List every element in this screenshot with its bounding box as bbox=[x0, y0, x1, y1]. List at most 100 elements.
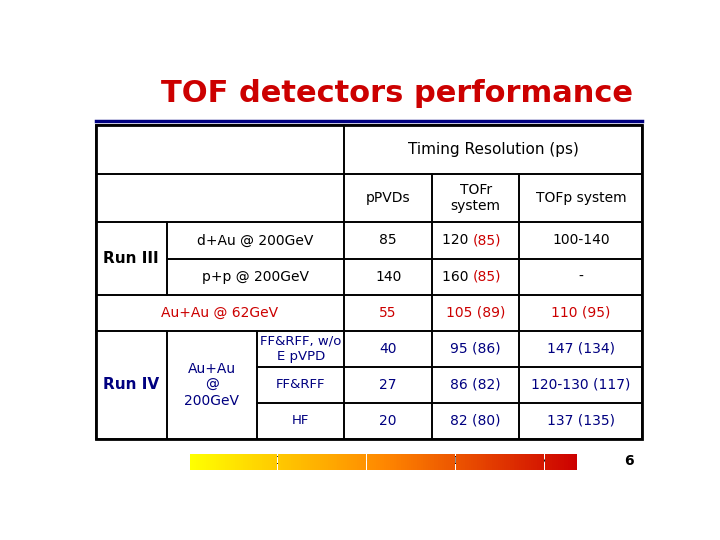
Bar bbox=[240, 454, 243, 470]
Bar bbox=[450, 454, 451, 470]
Bar bbox=[415, 454, 417, 470]
Bar bbox=[506, 454, 508, 470]
Bar bbox=[276, 454, 277, 470]
Bar bbox=[277, 454, 279, 470]
Bar bbox=[457, 454, 459, 470]
Bar bbox=[533, 454, 535, 470]
Text: -: - bbox=[578, 269, 583, 284]
Bar bbox=[432, 174, 519, 222]
Bar bbox=[308, 454, 310, 470]
Bar bbox=[423, 454, 425, 470]
Bar bbox=[363, 454, 364, 470]
Bar bbox=[271, 454, 274, 470]
Bar bbox=[521, 454, 523, 470]
Bar bbox=[333, 454, 336, 470]
Bar bbox=[498, 454, 500, 470]
Bar bbox=[345, 454, 347, 470]
Bar bbox=[546, 454, 549, 470]
Bar bbox=[432, 454, 434, 470]
Bar bbox=[432, 295, 519, 330]
Bar bbox=[202, 454, 204, 470]
Bar bbox=[212, 454, 214, 470]
Bar bbox=[438, 454, 440, 470]
Bar bbox=[260, 454, 262, 470]
Bar bbox=[525, 454, 527, 470]
Bar bbox=[208, 454, 210, 470]
Bar bbox=[166, 330, 257, 439]
Bar bbox=[361, 454, 363, 470]
Bar bbox=[527, 454, 529, 470]
Bar bbox=[440, 454, 442, 470]
Bar bbox=[254, 454, 256, 470]
Bar bbox=[96, 295, 344, 330]
Bar bbox=[344, 125, 642, 174]
Bar bbox=[403, 454, 405, 470]
Bar bbox=[463, 454, 465, 470]
Bar bbox=[432, 403, 519, 439]
Bar bbox=[339, 454, 341, 470]
Bar bbox=[394, 454, 395, 470]
Bar bbox=[575, 454, 577, 470]
Bar bbox=[200, 454, 202, 470]
Bar bbox=[543, 454, 544, 470]
Bar bbox=[436, 454, 438, 470]
Bar bbox=[344, 259, 432, 295]
Bar bbox=[386, 454, 388, 470]
Bar bbox=[380, 454, 382, 470]
Bar bbox=[225, 454, 228, 470]
Bar bbox=[413, 454, 415, 470]
Bar bbox=[295, 454, 297, 470]
Text: 82 (80): 82 (80) bbox=[451, 414, 501, 428]
Bar bbox=[366, 454, 369, 470]
Text: 40: 40 bbox=[379, 342, 397, 356]
Bar bbox=[519, 174, 642, 222]
Bar bbox=[190, 454, 192, 470]
Bar bbox=[407, 454, 409, 470]
Bar bbox=[519, 330, 642, 367]
Bar bbox=[318, 454, 320, 470]
Bar bbox=[347, 454, 349, 470]
Bar bbox=[378, 454, 380, 470]
Text: 6: 6 bbox=[624, 454, 634, 468]
Bar bbox=[448, 454, 450, 470]
Text: (85): (85) bbox=[473, 269, 501, 284]
Bar bbox=[405, 454, 407, 470]
Bar bbox=[305, 454, 307, 470]
Bar bbox=[274, 454, 276, 470]
Text: HF: HF bbox=[292, 415, 310, 428]
Text: 95 (86): 95 (86) bbox=[450, 342, 501, 356]
Bar bbox=[456, 454, 457, 470]
Bar bbox=[519, 367, 642, 403]
Bar bbox=[282, 454, 283, 470]
Bar bbox=[369, 454, 370, 470]
Bar bbox=[512, 454, 513, 470]
Bar bbox=[562, 454, 564, 470]
Text: TOF detectors performance: TOF detectors performance bbox=[161, 79, 633, 109]
Bar bbox=[519, 295, 642, 330]
Text: p+p @ 200GeV: p+p @ 200GeV bbox=[202, 269, 309, 284]
Text: 86 (82): 86 (82) bbox=[450, 378, 501, 392]
Bar bbox=[420, 454, 423, 470]
Bar bbox=[465, 454, 467, 470]
Bar bbox=[481, 454, 482, 470]
Bar bbox=[237, 454, 239, 470]
Bar bbox=[320, 454, 322, 470]
Text: 27: 27 bbox=[379, 378, 397, 392]
Bar bbox=[256, 454, 258, 470]
Bar bbox=[279, 454, 282, 470]
Text: 120-130 (117): 120-130 (117) bbox=[531, 378, 631, 392]
Bar bbox=[535, 454, 536, 470]
Bar bbox=[355, 454, 357, 470]
Text: 137 (135): 137 (135) bbox=[547, 414, 615, 428]
Bar bbox=[392, 454, 394, 470]
Bar bbox=[257, 403, 344, 439]
Bar bbox=[504, 454, 505, 470]
Bar bbox=[384, 454, 386, 470]
Bar bbox=[475, 454, 477, 470]
Bar bbox=[467, 454, 469, 470]
Bar bbox=[297, 454, 299, 470]
Bar bbox=[229, 454, 231, 470]
Bar bbox=[192, 454, 194, 470]
Bar bbox=[326, 454, 328, 470]
Bar bbox=[397, 454, 400, 470]
